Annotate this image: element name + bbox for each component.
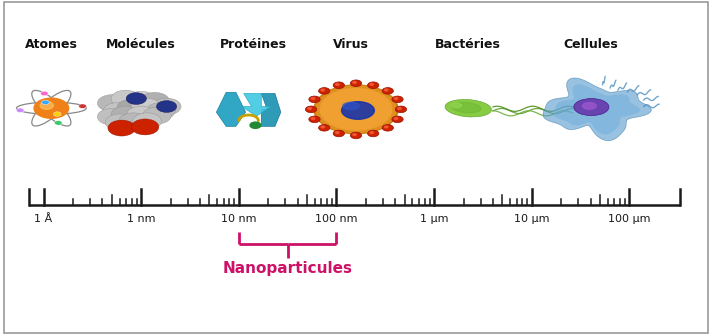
Circle shape — [318, 125, 330, 131]
Text: Atomes: Atomes — [25, 39, 78, 51]
Circle shape — [316, 86, 396, 133]
Circle shape — [34, 98, 68, 118]
Circle shape — [127, 106, 156, 123]
Circle shape — [392, 96, 403, 103]
Circle shape — [394, 118, 398, 120]
Circle shape — [311, 97, 315, 99]
Circle shape — [321, 126, 325, 128]
Circle shape — [367, 82, 379, 88]
Circle shape — [152, 98, 181, 115]
Text: 10 nm: 10 nm — [221, 214, 256, 224]
Circle shape — [352, 81, 356, 83]
Circle shape — [16, 108, 24, 113]
Circle shape — [384, 89, 388, 91]
Circle shape — [392, 116, 403, 123]
Circle shape — [140, 92, 169, 109]
Circle shape — [105, 114, 134, 131]
Text: Bactéries: Bactéries — [435, 39, 501, 51]
Circle shape — [79, 104, 86, 109]
Circle shape — [382, 125, 394, 131]
Circle shape — [350, 80, 362, 86]
Text: 1 nm: 1 nm — [127, 214, 155, 224]
Ellipse shape — [342, 102, 375, 119]
Circle shape — [321, 89, 325, 91]
Circle shape — [146, 103, 175, 120]
Ellipse shape — [445, 99, 491, 117]
Circle shape — [350, 132, 362, 139]
Circle shape — [309, 96, 320, 103]
Circle shape — [119, 113, 148, 130]
Circle shape — [309, 116, 320, 123]
Circle shape — [127, 91, 156, 108]
Polygon shape — [242, 93, 271, 116]
Circle shape — [394, 97, 398, 99]
Circle shape — [98, 108, 126, 125]
Circle shape — [382, 87, 394, 94]
Circle shape — [384, 126, 388, 128]
Polygon shape — [543, 78, 651, 141]
Circle shape — [335, 132, 339, 134]
Text: Protéines: Protéines — [220, 39, 287, 51]
Text: Virus: Virus — [333, 39, 369, 51]
Ellipse shape — [451, 103, 461, 108]
Polygon shape — [216, 92, 246, 126]
Circle shape — [132, 98, 160, 115]
Circle shape — [367, 130, 379, 137]
Circle shape — [335, 83, 339, 85]
Text: Cellules: Cellules — [563, 39, 618, 51]
Circle shape — [333, 130, 345, 137]
Circle shape — [370, 83, 374, 85]
Ellipse shape — [452, 103, 481, 113]
Text: 100 nm: 100 nm — [315, 214, 357, 224]
Ellipse shape — [342, 102, 360, 110]
Circle shape — [111, 90, 140, 107]
Circle shape — [126, 93, 147, 105]
Circle shape — [318, 87, 330, 94]
Circle shape — [311, 118, 315, 120]
Circle shape — [41, 91, 48, 96]
Circle shape — [314, 85, 398, 134]
Circle shape — [98, 95, 126, 112]
Text: 10 µm: 10 µm — [514, 214, 550, 224]
Circle shape — [370, 132, 374, 134]
Ellipse shape — [582, 103, 596, 109]
Circle shape — [320, 88, 392, 130]
Text: 1 µm: 1 µm — [420, 214, 449, 224]
Circle shape — [55, 121, 62, 125]
Circle shape — [352, 134, 356, 136]
Circle shape — [117, 99, 146, 116]
Circle shape — [250, 122, 261, 128]
Circle shape — [305, 106, 317, 113]
Circle shape — [333, 82, 345, 88]
Polygon shape — [261, 93, 281, 126]
Polygon shape — [553, 84, 640, 134]
Circle shape — [131, 119, 159, 135]
Circle shape — [398, 108, 402, 110]
Circle shape — [132, 113, 162, 130]
Text: Molécules: Molécules — [106, 39, 176, 51]
Circle shape — [103, 103, 132, 120]
Circle shape — [40, 102, 53, 109]
Circle shape — [53, 112, 61, 116]
Ellipse shape — [574, 98, 609, 116]
Circle shape — [108, 120, 135, 136]
Circle shape — [111, 106, 140, 123]
Circle shape — [157, 100, 177, 112]
Circle shape — [308, 108, 311, 110]
Circle shape — [41, 100, 49, 105]
Circle shape — [142, 107, 172, 124]
Text: 100 µm: 100 µm — [608, 214, 651, 224]
Text: Nanoparticules: Nanoparticules — [223, 261, 352, 276]
Text: 1 Å: 1 Å — [34, 214, 53, 224]
Circle shape — [395, 106, 407, 113]
